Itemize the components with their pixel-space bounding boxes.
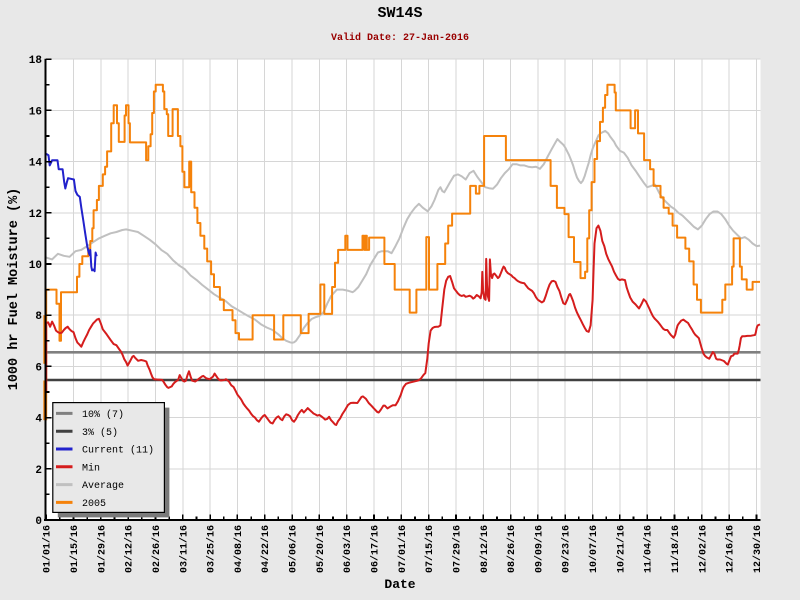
svg-text:11/18/16: 11/18/16 bbox=[670, 525, 682, 573]
svg-text:2: 2 bbox=[35, 465, 42, 477]
svg-text:10% (7): 10% (7) bbox=[82, 409, 124, 421]
svg-text:08/12/16: 08/12/16 bbox=[479, 525, 491, 573]
svg-text:01/15/16: 01/15/16 bbox=[69, 525, 81, 573]
svg-text:09/09/16: 09/09/16 bbox=[533, 525, 545, 573]
svg-text:SW14S: SW14S bbox=[377, 5, 422, 22]
svg-text:07/29/16: 07/29/16 bbox=[452, 525, 464, 573]
svg-text:12: 12 bbox=[29, 209, 42, 221]
svg-text:01/01/16: 01/01/16 bbox=[42, 525, 54, 573]
svg-text:12/16/16: 12/16/16 bbox=[725, 525, 737, 573]
svg-text:03/25/16: 03/25/16 bbox=[206, 525, 218, 573]
svg-text:0: 0 bbox=[35, 516, 42, 528]
svg-text:05/20/16: 05/20/16 bbox=[315, 525, 327, 573]
svg-text:03/11/16: 03/11/16 bbox=[178, 525, 190, 573]
svg-text:1000 hr Fuel Moisture (%): 1000 hr Fuel Moisture (%) bbox=[7, 188, 22, 391]
svg-text:02/12/16: 02/12/16 bbox=[124, 525, 136, 573]
svg-text:Average: Average bbox=[82, 481, 124, 492]
svg-text:05/06/16: 05/06/16 bbox=[288, 525, 300, 573]
svg-text:11/04/16: 11/04/16 bbox=[643, 525, 655, 573]
svg-text:06/03/16: 06/03/16 bbox=[342, 525, 354, 573]
svg-text:12/30/16: 12/30/16 bbox=[752, 525, 764, 573]
svg-text:16: 16 bbox=[29, 106, 42, 118]
svg-text:4: 4 bbox=[35, 414, 42, 426]
svg-text:2005: 2005 bbox=[82, 499, 106, 510]
svg-text:Min: Min bbox=[82, 462, 100, 474]
svg-text:02/26/16: 02/26/16 bbox=[151, 525, 163, 573]
svg-text:Date: Date bbox=[384, 577, 415, 592]
svg-text:6: 6 bbox=[35, 362, 42, 374]
svg-text:18: 18 bbox=[29, 55, 43, 67]
svg-text:04/08/16: 04/08/16 bbox=[233, 525, 245, 573]
svg-text:10: 10 bbox=[29, 260, 42, 272]
svg-text:09/23/16: 09/23/16 bbox=[561, 525, 573, 573]
svg-text:06/17/16: 06/17/16 bbox=[370, 525, 382, 573]
svg-text:07/15/16: 07/15/16 bbox=[424, 525, 436, 573]
svg-text:10/21/16: 10/21/16 bbox=[615, 525, 627, 573]
svg-text:14: 14 bbox=[29, 158, 43, 170]
svg-text:01/29/16: 01/29/16 bbox=[96, 525, 108, 573]
svg-text:Current (11): Current (11) bbox=[82, 445, 154, 457]
svg-text:8: 8 bbox=[35, 311, 42, 323]
svg-text:3% (5): 3% (5) bbox=[82, 427, 118, 439]
svg-text:12/02/16: 12/02/16 bbox=[697, 525, 709, 573]
svg-text:Valid Date: 27-Jan-2016: Valid Date: 27-Jan-2016 bbox=[331, 32, 469, 44]
svg-text:07/01/16: 07/01/16 bbox=[397, 525, 409, 573]
svg-text:04/22/16: 04/22/16 bbox=[260, 525, 272, 573]
svg-text:08/26/16: 08/26/16 bbox=[506, 525, 518, 573]
svg-text:10/07/16: 10/07/16 bbox=[588, 525, 600, 573]
